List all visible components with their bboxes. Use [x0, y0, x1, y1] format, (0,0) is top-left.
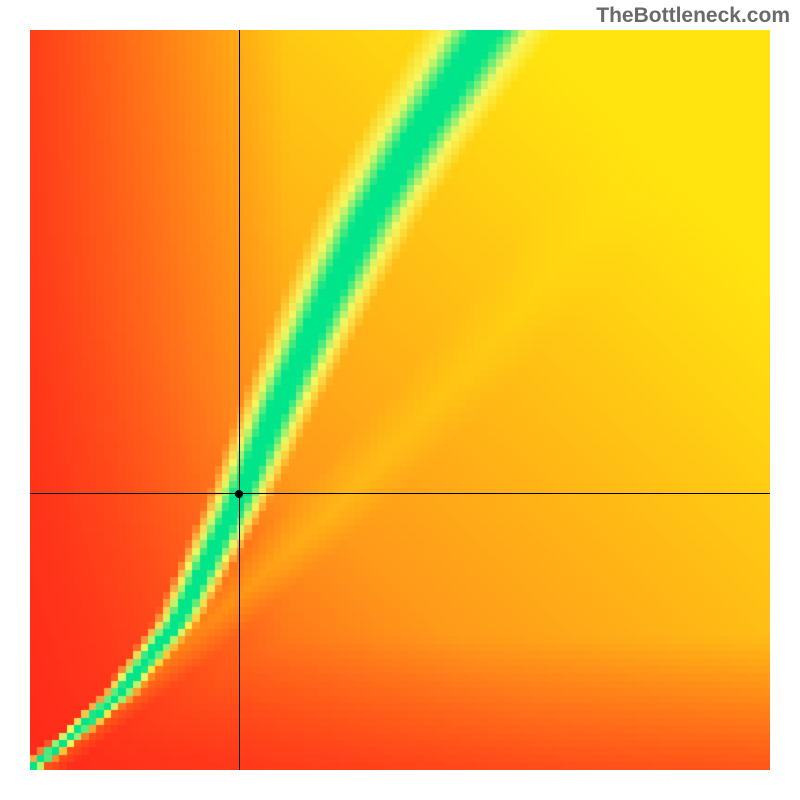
crosshair-vertical	[239, 30, 240, 770]
plot-area	[30, 30, 770, 770]
watermark-text: TheBottleneck.com	[596, 4, 790, 28]
heatmap-canvas	[30, 30, 770, 770]
marker-dot	[235, 490, 243, 498]
chart-container: TheBottleneck.com	[0, 0, 800, 800]
crosshair-horizontal	[30, 493, 770, 494]
